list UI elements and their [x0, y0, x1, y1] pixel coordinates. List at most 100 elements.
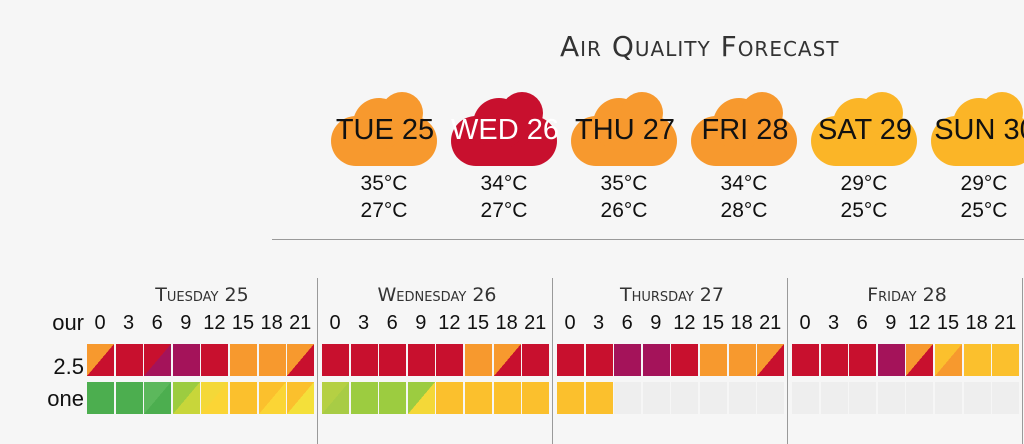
- ozone-cell[interactable]: [820, 382, 848, 414]
- pm25-cell[interactable]: [849, 344, 877, 376]
- column-separator: [787, 278, 788, 444]
- ozone-cell[interactable]: [671, 382, 699, 414]
- pm25-cell[interactable]: [322, 344, 350, 376]
- hour-label: 6: [621, 312, 633, 334]
- cloud-icon: [331, 92, 451, 172]
- ozone-cell[interactable]: [493, 382, 521, 414]
- pm25-cell[interactable]: [350, 344, 378, 376]
- hour-label: 0: [799, 312, 811, 334]
- low-temp: 27°C: [480, 199, 528, 222]
- ozone-cell[interactable]: [258, 382, 286, 414]
- pm25-cell[interactable]: [757, 344, 785, 376]
- hour-label: 21: [759, 312, 782, 334]
- pm25-cell[interactable]: [614, 344, 642, 376]
- hour-label: 6: [856, 312, 868, 334]
- pm25-cell[interactable]: [287, 344, 315, 376]
- pm25-cell[interactable]: [522, 344, 550, 376]
- hourly-forecast-table: Tuesday 25 0 3 6 9 12 15 18 21 Wednesday 26 0 3 6 9 12…: [0, 270, 1024, 444]
- pm25-cell[interactable]: [728, 344, 756, 376]
- pm25-cell[interactable]: [585, 344, 613, 376]
- hour-label: 15: [231, 312, 255, 334]
- ozone-cell[interactable]: [992, 382, 1020, 414]
- day-card[interactable]: WED 26 34°C 27°C: [451, 92, 571, 232]
- ozone-cell[interactable]: [935, 382, 963, 414]
- ozone-cell[interactable]: [585, 382, 613, 414]
- ozone-cell[interactable]: [201, 382, 229, 414]
- temperature-range: 29°C 25°C: [931, 170, 1024, 224]
- ozone-cell[interactable]: [436, 382, 464, 414]
- row-label-pm25: 2.5: [53, 354, 84, 379]
- ozone-cell[interactable]: [757, 382, 785, 414]
- temperature-range: 29°C 25°C: [811, 170, 917, 224]
- hour-label: 12: [908, 312, 931, 334]
- pm25-cell[interactable]: [115, 344, 143, 376]
- pm25-cell[interactable]: [906, 344, 934, 376]
- ozone-cell[interactable]: [642, 382, 670, 414]
- high-temp: 35°C: [360, 172, 408, 195]
- ozone-cell[interactable]: [465, 382, 493, 414]
- high-temp: 29°C: [960, 172, 1008, 195]
- pm25-cell[interactable]: [465, 344, 493, 376]
- low-temp: 25°C: [840, 199, 888, 222]
- ozone-cell[interactable]: [87, 382, 115, 414]
- temperature-range: 35°C 26°C: [571, 170, 677, 224]
- hour-label: 0: [94, 312, 106, 334]
- pm25-cell[interactable]: [493, 344, 521, 376]
- pm25-cell[interactable]: [877, 344, 905, 376]
- day-column: Tuesday 25 0 3 6 9 12 15 18 21: [86, 278, 318, 444]
- ozone-cell[interactable]: [379, 382, 407, 414]
- pm25-cell[interactable]: [230, 344, 258, 376]
- ozone-cell[interactable]: [322, 382, 350, 414]
- ozone-cell[interactable]: [557, 382, 585, 414]
- day-card[interactable]: SUN 30 29°C 25°C: [931, 92, 1024, 232]
- ozone-cell[interactable]: [963, 382, 991, 414]
- pm25-cell[interactable]: [557, 344, 585, 376]
- ozone-cell[interactable]: [522, 382, 550, 414]
- ozone-cell[interactable]: [230, 382, 258, 414]
- pm25-cell[interactable]: [436, 344, 464, 376]
- pm25-cell[interactable]: [820, 344, 848, 376]
- ozone-cell[interactable]: [115, 382, 143, 414]
- pm25-cell[interactable]: [792, 344, 820, 376]
- day-column: Thursday 27 0 3 6 9 12 15 18 21: [556, 278, 788, 444]
- day-card[interactable]: SAT 29 29°C 25°C: [811, 92, 931, 232]
- day-card[interactable]: TUE 25 35°C 27°C: [331, 92, 451, 232]
- pm25-cell[interactable]: [144, 344, 172, 376]
- day-column-title: Tuesday 25: [155, 284, 249, 306]
- pm25-cell[interactable]: [992, 344, 1020, 376]
- ozone-cell[interactable]: [728, 382, 756, 414]
- hour-label: 15: [936, 312, 960, 334]
- day-label: TUE 25: [335, 114, 435, 146]
- cloud-icon: [691, 92, 811, 172]
- pm25-cell[interactable]: [201, 344, 229, 376]
- pm25-cell[interactable]: [407, 344, 435, 376]
- pm25-cell[interactable]: [379, 344, 407, 376]
- ozone-cell[interactable]: [144, 382, 172, 414]
- hour-label: 3: [123, 312, 135, 334]
- pm25-cell[interactable]: [258, 344, 286, 376]
- ozone-cell[interactable]: [350, 382, 378, 414]
- ozone-cell[interactable]: [792, 382, 820, 414]
- day-card[interactable]: THU 27 35°C 26°C: [571, 92, 691, 232]
- ozone-cell[interactable]: [906, 382, 934, 414]
- ozone-cell[interactable]: [287, 382, 315, 414]
- hour-label: 9: [650, 312, 662, 334]
- ozone-cell[interactable]: [407, 382, 435, 414]
- ozone-cell[interactable]: [849, 382, 877, 414]
- hour-label: 12: [438, 312, 461, 334]
- hour-label: 0: [564, 312, 576, 334]
- pm25-cell[interactable]: [172, 344, 200, 376]
- ozone-cell[interactable]: [172, 382, 200, 414]
- day-card[interactable]: FRI 28 34°C 28°C: [691, 92, 811, 232]
- low-temp: 27°C: [360, 199, 408, 222]
- pm25-cell[interactable]: [642, 344, 670, 376]
- ozone-cell[interactable]: [700, 382, 728, 414]
- pm25-cell[interactable]: [963, 344, 991, 376]
- low-temp: 25°C: [960, 199, 1008, 222]
- ozone-cell[interactable]: [877, 382, 905, 414]
- pm25-cell[interactable]: [87, 344, 115, 376]
- pm25-cell[interactable]: [671, 344, 699, 376]
- pm25-cell[interactable]: [935, 344, 963, 376]
- pm25-cell[interactable]: [700, 344, 728, 376]
- ozone-cell[interactable]: [614, 382, 642, 414]
